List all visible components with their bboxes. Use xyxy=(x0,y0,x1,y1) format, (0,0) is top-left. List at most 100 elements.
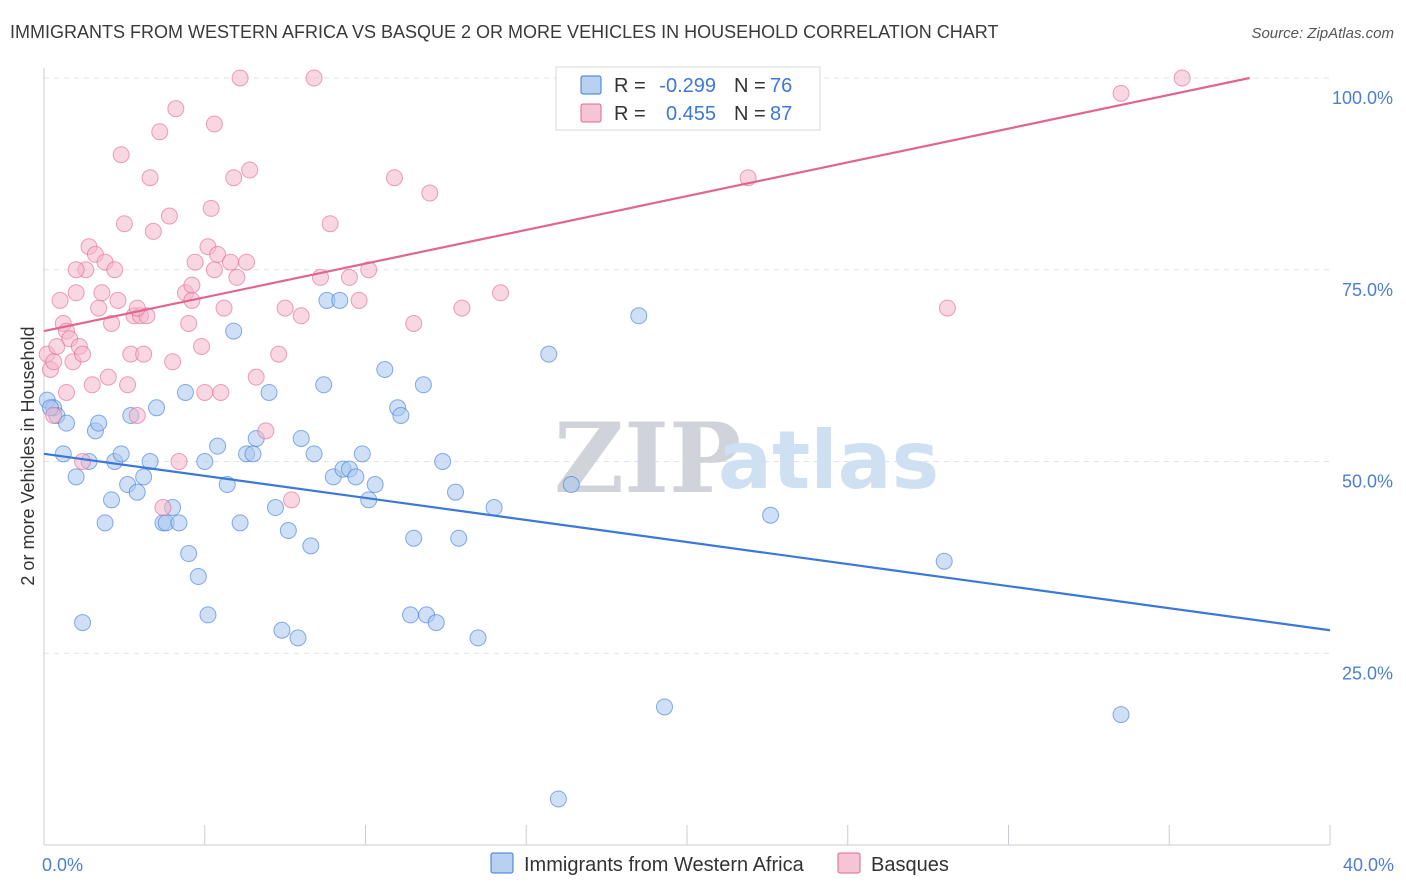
point-basques xyxy=(154,499,172,517)
point-western-africa xyxy=(180,545,198,563)
point-western-africa xyxy=(292,429,310,447)
y-tick-label: 100.0% xyxy=(1332,88,1393,108)
point-basques xyxy=(340,268,358,286)
point-basques xyxy=(99,368,117,386)
point-western-africa xyxy=(266,499,284,517)
point-western-africa xyxy=(148,399,166,417)
y-tick-label: 50.0% xyxy=(1342,472,1393,492)
point-western-africa xyxy=(141,453,159,470)
series-legend-swatch-blue xyxy=(490,852,514,874)
point-basques xyxy=(103,314,121,332)
point-western-africa xyxy=(67,468,85,486)
point-basques xyxy=(115,215,133,233)
point-basques xyxy=(215,299,233,317)
point-western-africa xyxy=(305,445,323,463)
point-basques xyxy=(385,169,403,187)
point-western-africa xyxy=(549,790,567,808)
point-basques xyxy=(45,353,63,371)
point-basques xyxy=(160,207,178,225)
point-basques xyxy=(938,299,956,317)
point-western-africa xyxy=(366,476,384,494)
point-basques xyxy=(228,268,246,286)
trend-line-basques xyxy=(43,76,1250,333)
point-basques xyxy=(67,284,85,302)
point-basques xyxy=(225,169,243,187)
point-western-africa xyxy=(427,614,445,632)
point-western-africa xyxy=(562,476,580,494)
chart-title: IMMIGRANTS FROM WESTERN AFRICA VS BASQUE… xyxy=(10,22,999,42)
point-basques xyxy=(45,406,63,424)
legend-n-label: N = xyxy=(734,103,766,125)
point-western-africa xyxy=(405,529,423,547)
gridlines xyxy=(44,77,1330,654)
point-western-africa xyxy=(289,629,307,647)
point-basques xyxy=(180,314,198,332)
point-western-africa xyxy=(54,445,72,463)
point-basques xyxy=(212,383,230,401)
correlation-legend: R = -0.299 N = 76 R = 0.455 N = 87 xyxy=(555,66,821,131)
y-tick-label: 75.0% xyxy=(1342,280,1393,300)
point-basques xyxy=(170,453,188,470)
point-western-africa xyxy=(376,360,394,378)
point-western-africa xyxy=(655,698,673,716)
point-western-africa xyxy=(447,483,465,501)
series-legend-swatch-pink xyxy=(837,852,861,874)
point-basques xyxy=(183,276,201,294)
point-western-africa xyxy=(90,414,108,432)
point-western-africa xyxy=(225,322,243,340)
point-basques xyxy=(67,261,85,279)
legend-r-label: R = xyxy=(614,75,646,97)
point-basques xyxy=(209,245,227,263)
trend-line-western-africa xyxy=(43,452,1331,632)
point-basques xyxy=(270,345,288,363)
point-western-africa xyxy=(112,445,130,463)
point-basques xyxy=(164,353,182,371)
point-western-africa xyxy=(434,453,452,470)
point-basques xyxy=(238,253,256,271)
point-basques xyxy=(74,453,92,470)
point-western-africa xyxy=(450,529,468,547)
point-western-africa xyxy=(302,537,320,555)
point-western-africa xyxy=(135,468,153,486)
point-western-africa xyxy=(762,506,780,524)
point-basques xyxy=(193,337,211,355)
point-basques xyxy=(360,261,378,279)
trend-lines xyxy=(43,76,1331,632)
point-basques xyxy=(141,169,159,187)
point-western-africa xyxy=(189,568,207,586)
point-western-africa xyxy=(331,291,349,309)
point-western-africa xyxy=(74,614,92,632)
point-basques xyxy=(106,261,124,279)
point-western-africa xyxy=(1112,706,1130,724)
point-western-africa xyxy=(58,414,76,432)
point-western-africa xyxy=(196,453,214,470)
point-basques xyxy=(112,146,130,164)
point-western-africa xyxy=(260,383,278,401)
point-western-africa xyxy=(540,345,558,363)
point-basques xyxy=(205,261,223,279)
point-basques xyxy=(144,222,162,240)
point-basques xyxy=(74,345,92,363)
point-basques xyxy=(292,307,310,325)
point-basques xyxy=(321,215,339,233)
x-ticks: 0.0% 40.0% xyxy=(42,825,1394,875)
point-basques xyxy=(453,299,471,317)
y-tick-label: 25.0% xyxy=(1342,663,1393,683)
point-basques xyxy=(350,291,368,309)
point-western-africa xyxy=(128,483,146,501)
point-basques xyxy=(283,491,301,509)
y-axis-label: 2 or more Vehicles in Household xyxy=(18,326,38,585)
source-credit: Source: ZipAtlas.com xyxy=(1251,25,1394,42)
point-basques xyxy=(247,368,265,386)
point-basques xyxy=(231,69,249,87)
point-basques xyxy=(276,299,294,317)
point-western-africa xyxy=(103,491,121,509)
x-tick-label: 40.0% xyxy=(1343,855,1394,875)
legend-n-value-blue: 76 xyxy=(770,75,792,97)
point-basques xyxy=(109,291,127,309)
point-basques xyxy=(405,314,423,332)
point-western-africa xyxy=(315,376,333,394)
point-basques xyxy=(135,345,153,363)
point-western-africa xyxy=(96,514,114,532)
